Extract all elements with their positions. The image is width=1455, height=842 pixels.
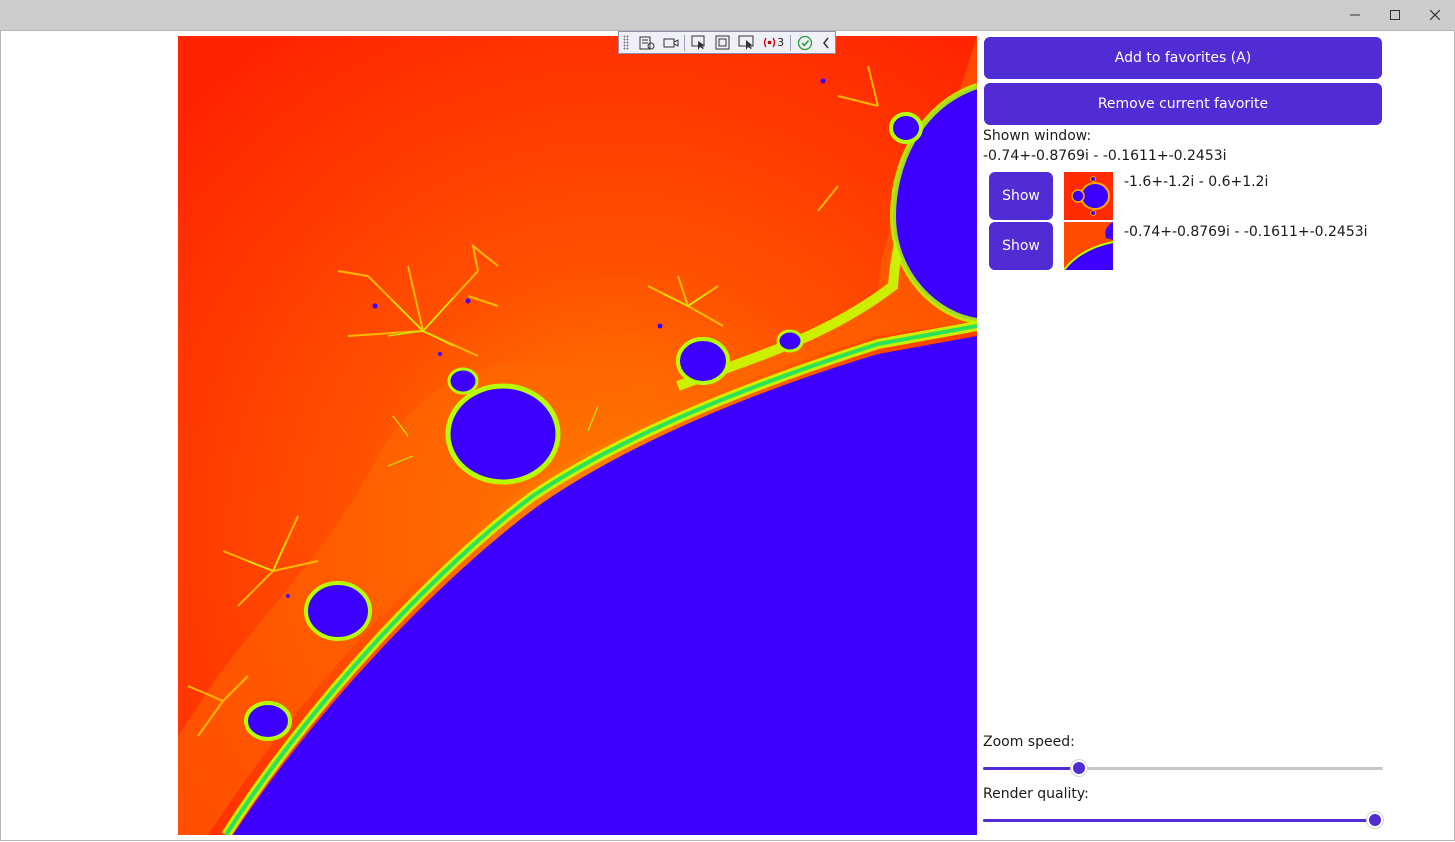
close-icon — [1430, 10, 1440, 20]
shown-window-value: -0.74+-0.8769i - -0.1611+-0.2453i — [983, 148, 1227, 164]
slider-thumb[interactable] — [1369, 814, 1381, 826]
render-quality-slider[interactable] — [983, 812, 1383, 828]
show-favorite-button[interactable]: Show — [989, 222, 1053, 270]
favorite-range-text: -0.74+-0.8769i - -0.1611+-0.2453i — [1124, 224, 1368, 240]
minimize-button[interactable] — [1335, 0, 1375, 30]
shown-window-label: Shown window: — [983, 128, 1092, 144]
select-element-icon[interactable] — [687, 33, 711, 53]
slider-fill — [983, 767, 1079, 770]
collapse-toolbar-chevron-icon[interactable] — [817, 33, 835, 53]
close-button[interactable] — [1415, 0, 1455, 30]
slider-thumb[interactable] — [1073, 762, 1085, 774]
maximize-icon — [1390, 10, 1400, 20]
title-bar — [0, 0, 1455, 31]
mandelbrot-render — [178, 36, 977, 835]
remove-current-favorite-button[interactable]: Remove current favorite — [984, 83, 1382, 125]
render-quality-label: Render quality: — [983, 786, 1089, 802]
hot-reload-status-icon[interactable] — [793, 33, 817, 53]
binding-failures-indicator[interactable]: 3 — [759, 33, 789, 53]
track-focused-element-icon[interactable] — [735, 33, 759, 53]
favorite-range-text: -1.6+-1.2i - 0.6+1.2i — [1124, 174, 1269, 190]
xaml-debug-toolbar: 3 — [618, 31, 836, 54]
toolbar-separator — [790, 34, 792, 51]
favorite-item: Show -1.6+-1.2i - 0.6+1.2i — [983, 172, 1383, 220]
favorite-thumbnail — [1064, 222, 1113, 270]
slider-track — [983, 767, 1383, 770]
binding-failures-count: 3 — [777, 36, 785, 49]
live-visual-tree-icon[interactable] — [635, 33, 659, 53]
show-favorite-button[interactable]: Show — [989, 172, 1053, 220]
video-camera-icon[interactable] — [659, 33, 683, 53]
toolbar-separator — [684, 34, 686, 51]
minimize-icon — [1350, 14, 1360, 16]
maximize-button[interactable] — [1375, 0, 1415, 30]
add-to-favorites-button[interactable]: Add to favorites (A) — [984, 37, 1382, 79]
binding-failures-icon — [763, 37, 776, 48]
zoom-speed-slider[interactable] — [983, 760, 1383, 776]
slider-fill — [983, 819, 1375, 822]
zoom-speed-label: Zoom speed: — [983, 734, 1075, 750]
toolbar-grip-icon[interactable] — [623, 35, 629, 50]
favorite-thumbnail — [1064, 172, 1113, 220]
display-layout-adorners-icon[interactable] — [711, 33, 735, 53]
favorite-item: Show -0.74+-0.8769i - -0.1611+-0.2453i — [983, 222, 1383, 270]
fractal-canvas[interactable] — [178, 36, 977, 835]
